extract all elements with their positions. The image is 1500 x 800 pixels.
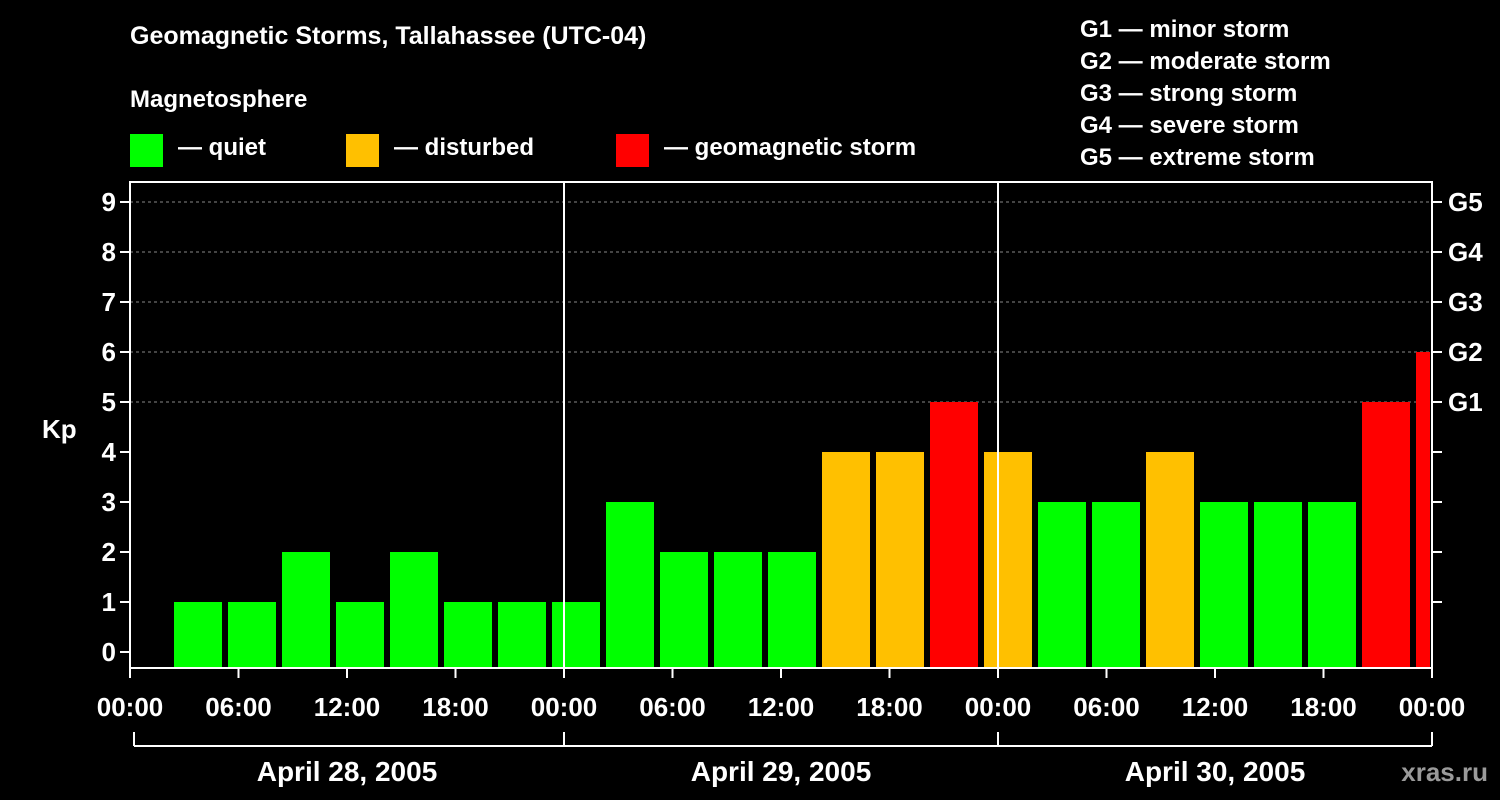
g-scale-item: G4 — severe storm xyxy=(1080,112,1299,139)
kp-bar xyxy=(552,602,600,668)
kp-bar xyxy=(984,452,1032,668)
kp-bar xyxy=(282,552,330,668)
x-tick-label: 12:00 xyxy=(314,692,381,722)
kp-bar xyxy=(1092,502,1140,668)
y-tick-label: 8 xyxy=(102,237,116,267)
g-level-label: G4 xyxy=(1448,237,1483,267)
x-tick-label: 06:00 xyxy=(639,692,706,722)
kp-bar xyxy=(1146,452,1194,668)
kp-bar xyxy=(1038,502,1086,668)
kp-bar xyxy=(228,602,276,668)
g-scale-item: G2 — moderate storm xyxy=(1080,48,1331,75)
y-tick-label: 0 xyxy=(102,637,116,667)
kp-bar xyxy=(660,552,708,668)
legend-label-disturbed: — disturbed xyxy=(394,134,535,161)
g-scale-item: G5 — extreme storm xyxy=(1080,144,1315,171)
credit-label: xras.ru xyxy=(1401,757,1488,787)
y-axis-label: Kp xyxy=(42,414,77,444)
kp-bar xyxy=(1416,352,1430,668)
kp-bar xyxy=(1254,502,1302,668)
g-level-label: G1 xyxy=(1448,387,1483,417)
kp-bar xyxy=(768,552,816,668)
kp-bar xyxy=(1362,402,1410,668)
legend-label-quiet: — quiet xyxy=(178,134,266,161)
g-level-label: G5 xyxy=(1448,187,1483,217)
g-scale-item: G1 — minor storm xyxy=(1080,16,1290,43)
date-label: April 29, 2005 xyxy=(691,756,872,787)
date-label: April 28, 2005 xyxy=(257,756,438,787)
x-tick-label: 12:00 xyxy=(748,692,815,722)
y-tick-label: 2 xyxy=(102,537,116,567)
kp-bar xyxy=(714,552,762,668)
kp-bar xyxy=(1308,502,1356,668)
legend-swatch-quiet xyxy=(130,134,163,167)
x-tick-label: 06:00 xyxy=(1073,692,1140,722)
kp-bar xyxy=(336,602,384,668)
kp-bar xyxy=(930,402,978,668)
date-label: April 30, 2005 xyxy=(1125,756,1306,787)
x-tick-label: 00:00 xyxy=(531,692,598,722)
g-scale-item: G3 — strong storm xyxy=(1080,80,1298,107)
kp-bar xyxy=(876,452,924,668)
kp-bar xyxy=(174,602,222,668)
kp-bar xyxy=(606,502,654,668)
y-tick-label: 5 xyxy=(102,387,116,417)
y-tick-label: 9 xyxy=(102,187,116,217)
g-level-label: G3 xyxy=(1448,287,1483,317)
y-tick-label: 7 xyxy=(102,287,116,317)
y-tick-label: 6 xyxy=(102,337,116,367)
y-tick-label: 4 xyxy=(102,437,117,467)
chart-title: Geomagnetic Storms, Tallahassee (UTC-04) xyxy=(130,22,647,50)
x-tick-label: 06:00 xyxy=(205,692,272,722)
g-scale-list: G1 — minor storm G2 — moderate storm G3 … xyxy=(1080,14,1331,174)
g-level-label: G2 xyxy=(1448,337,1483,367)
kp-bar xyxy=(444,602,492,668)
x-tick-label: 18:00 xyxy=(422,692,489,722)
x-tick-label: 00:00 xyxy=(1399,692,1466,722)
kp-bar xyxy=(1200,502,1248,668)
y-tick-label: 1 xyxy=(102,587,116,617)
magnetosphere-label: Magnetosphere xyxy=(130,86,308,113)
kp-bar xyxy=(498,602,546,668)
x-tick-label: 00:00 xyxy=(97,692,164,722)
x-tick-label: 18:00 xyxy=(856,692,923,722)
x-tick-label: 12:00 xyxy=(1182,692,1249,722)
legend-swatch-storm xyxy=(616,134,649,167)
legend-swatch-disturbed xyxy=(346,134,379,167)
kp-bar xyxy=(390,552,438,668)
x-tick-label: 18:00 xyxy=(1290,692,1357,722)
x-tick-label: 00:00 xyxy=(965,692,1032,722)
kp-bar xyxy=(822,452,870,668)
y-tick-label: 3 xyxy=(102,487,116,517)
legend-label-storm: — geomagnetic storm xyxy=(664,134,917,161)
